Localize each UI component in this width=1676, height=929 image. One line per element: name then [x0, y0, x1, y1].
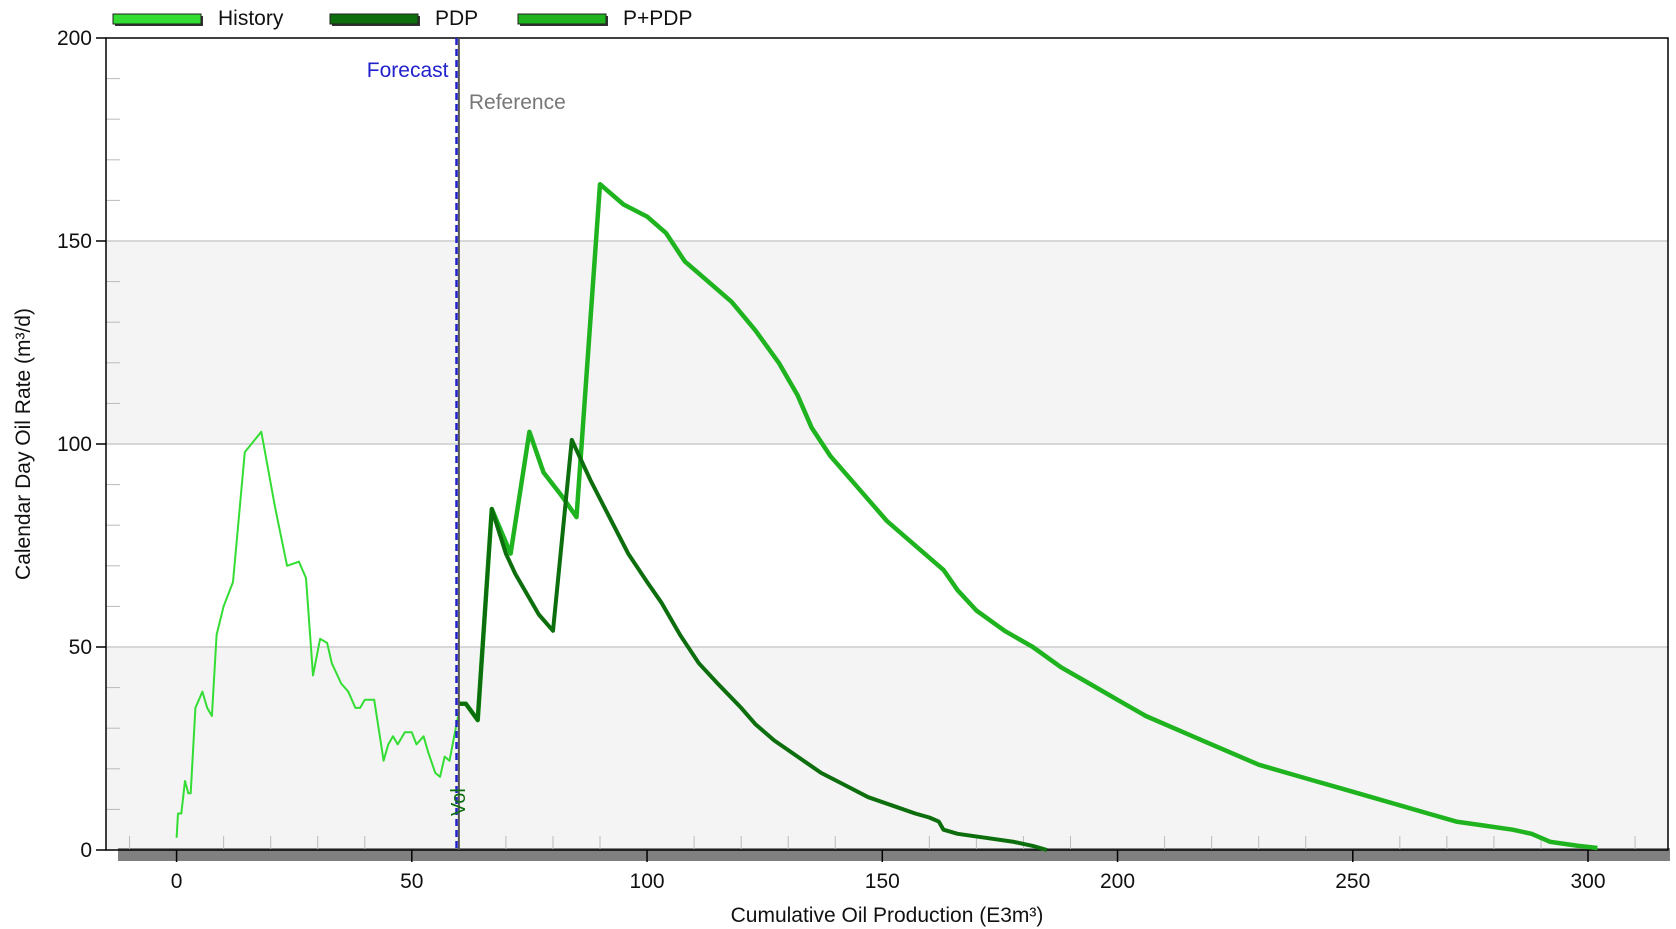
y-tick-label: 200 — [57, 27, 92, 50]
legend-label: History — [218, 7, 284, 30]
x-tick-label: 0 — [171, 870, 183, 893]
y-axis: 0 50 100 150 200 — [57, 27, 106, 862]
legend-label: P+PDP — [623, 7, 692, 30]
legend-swatch — [329, 13, 419, 25]
reference-label: Reference — [469, 91, 566, 114]
x-tick-label: 150 — [865, 870, 900, 893]
x-axis: 0 50 100 150 200 250 300 — [171, 850, 1606, 893]
legend: History PDP P+PDP — [112, 7, 692, 30]
plot-shadow — [118, 848, 1670, 861]
minor-ticks — [106, 78, 1636, 850]
y-tick-label: 150 — [57, 230, 92, 253]
vol-label: Vol — [448, 788, 470, 816]
series-pdp — [458, 437, 1048, 852]
y-axis-label: Calendar Day Oil Rate (m³/d) — [12, 308, 35, 580]
x-tick-label: 100 — [630, 870, 665, 893]
series-p-pdp — [458, 181, 1598, 851]
legend-item: History — [112, 7, 284, 30]
y-tick-label: 100 — [57, 433, 92, 456]
y-tick-label: 0 — [80, 839, 92, 862]
x-tick-label: 200 — [1100, 870, 1135, 893]
y-tick-label: 50 — [69, 636, 92, 659]
grid-lines — [106, 240, 1668, 648]
x-tick-label: 250 — [1335, 870, 1370, 893]
x-tick-label: 300 — [1570, 870, 1605, 893]
background-bands — [106, 241, 1668, 850]
band — [106, 647, 1668, 850]
series-history — [175, 430, 460, 838]
forecast-label: Forecast — [367, 59, 449, 82]
legend-label: PDP — [435, 7, 478, 30]
legend-item: P+PDP — [517, 7, 692, 30]
series-lines — [175, 181, 1598, 852]
x-tick-label: 50 — [400, 870, 423, 893]
legend-swatch — [112, 13, 202, 25]
band — [106, 241, 1668, 444]
legend-item: PDP — [329, 7, 478, 30]
legend-swatch — [517, 13, 607, 25]
x-axis-label: Cumulative Oil Production (E3m³) — [731, 904, 1044, 927]
